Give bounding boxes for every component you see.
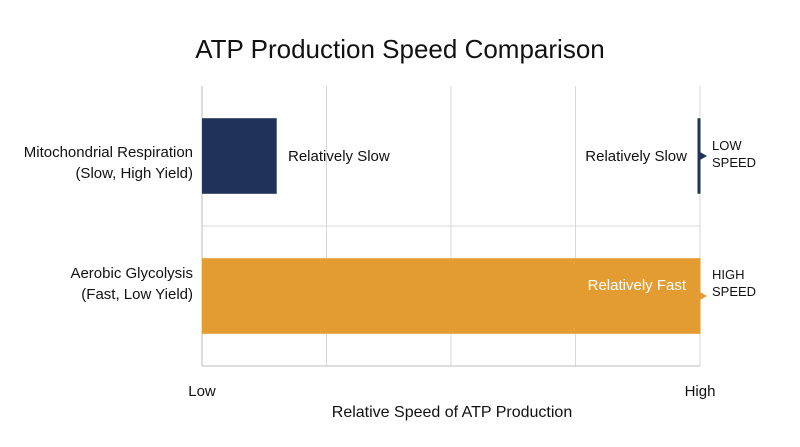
bar-0 bbox=[202, 118, 277, 194]
annotation-0-text: Relatively Slow bbox=[585, 148, 687, 165]
x-tick-label-low: Low bbox=[188, 383, 216, 400]
bar-1 bbox=[202, 258, 700, 334]
category-label-0-line1: Mitochondrial Respiration bbox=[24, 144, 193, 161]
category-label-1-line2: (Fast, Low Yield) bbox=[81, 286, 193, 303]
bars bbox=[202, 118, 707, 334]
category-label-0-line2: (Slow, High Yield) bbox=[75, 165, 193, 182]
bar-label-0: Relatively Slow bbox=[288, 148, 390, 165]
end-label-1-line2: SPEED bbox=[712, 284, 756, 299]
category-label-1-line1: Aerobic Glycolysis bbox=[70, 265, 193, 282]
end-marker-arrow-0 bbox=[700, 152, 707, 160]
chart-title: ATP Production Speed Comparison bbox=[195, 34, 605, 64]
end-marker-arrow-1 bbox=[700, 292, 707, 300]
end-label-0-line2: SPEED bbox=[712, 155, 756, 170]
end-label-1-line1: HIGH bbox=[712, 267, 745, 282]
bar-label-1: Relatively Fast bbox=[588, 277, 687, 294]
x-axis-label: Relative Speed of ATP Production bbox=[332, 404, 572, 421]
end-label-0-line1: LOW bbox=[712, 138, 742, 153]
x-tick-label-high: High bbox=[685, 383, 716, 400]
